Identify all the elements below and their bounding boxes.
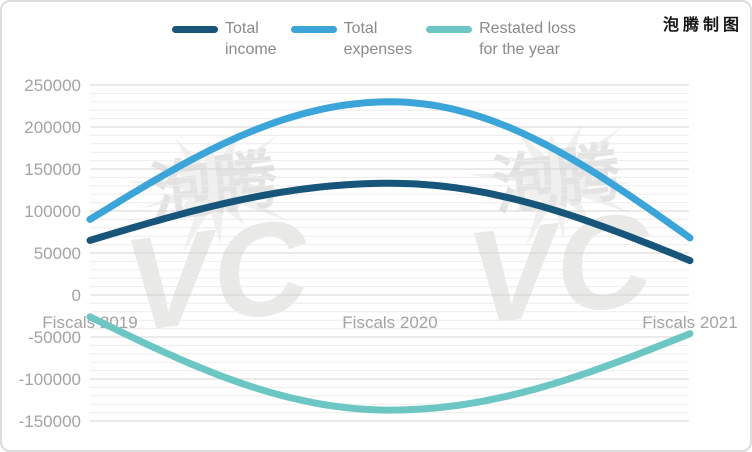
y-axis-tick-label: 200000 [24, 118, 81, 137]
x-axis-category-label: Fiscals 2020 [342, 313, 437, 332]
y-axis-tick-label: -150000 [19, 412, 81, 431]
legend-item-restated-loss: Restated loss for the year [426, 18, 576, 60]
legend-label-total-expenses: Total expenses [344, 18, 413, 60]
legend-label-line: Restated loss [479, 20, 577, 37]
legend-label-line: for the year [479, 41, 561, 58]
legend-item-total-expenses: Total expenses [290, 18, 413, 60]
y-axis-tick-label: 100000 [24, 202, 81, 221]
chart-legend: Total income Total expenses Restated los… [172, 18, 576, 60]
legend-label-line: Total [225, 20, 259, 37]
series-line-total-income [86, 179, 694, 265]
legend-item-total-income: Total income [172, 18, 277, 60]
legend-swatch-restated-loss [426, 26, 473, 33]
y-axis-tick-label: 0 [72, 286, 81, 305]
legend-swatch-total-income [172, 26, 218, 33]
x-axis-category-label: Fiscals 2021 [642, 313, 737, 332]
legend-label-line: income [225, 41, 277, 58]
legend-label-line: expenses [343, 41, 413, 58]
legend-swatch-total-expenses [290, 26, 337, 33]
series-line-total-expenses [86, 98, 694, 242]
brand-watermark-label: 泡腾制图 [662, 17, 743, 34]
legend-label-restated-loss: Restated loss for the year [479, 18, 576, 60]
legend-label-total-income: Total income [225, 18, 277, 60]
y-axis-tick-label: 50000 [34, 244, 81, 263]
y-axis-tick-label: 250000 [24, 76, 81, 95]
legend-label-line: Total [343, 20, 378, 37]
svg-text:VC: VC [116, 191, 318, 359]
series-line-restated-loss-for-the-year [86, 313, 694, 414]
y-axis-tick-label: -50000 [28, 328, 81, 347]
y-axis-tick-label: 150000 [24, 160, 81, 179]
y-axis-tick-label: -100000 [19, 370, 81, 389]
